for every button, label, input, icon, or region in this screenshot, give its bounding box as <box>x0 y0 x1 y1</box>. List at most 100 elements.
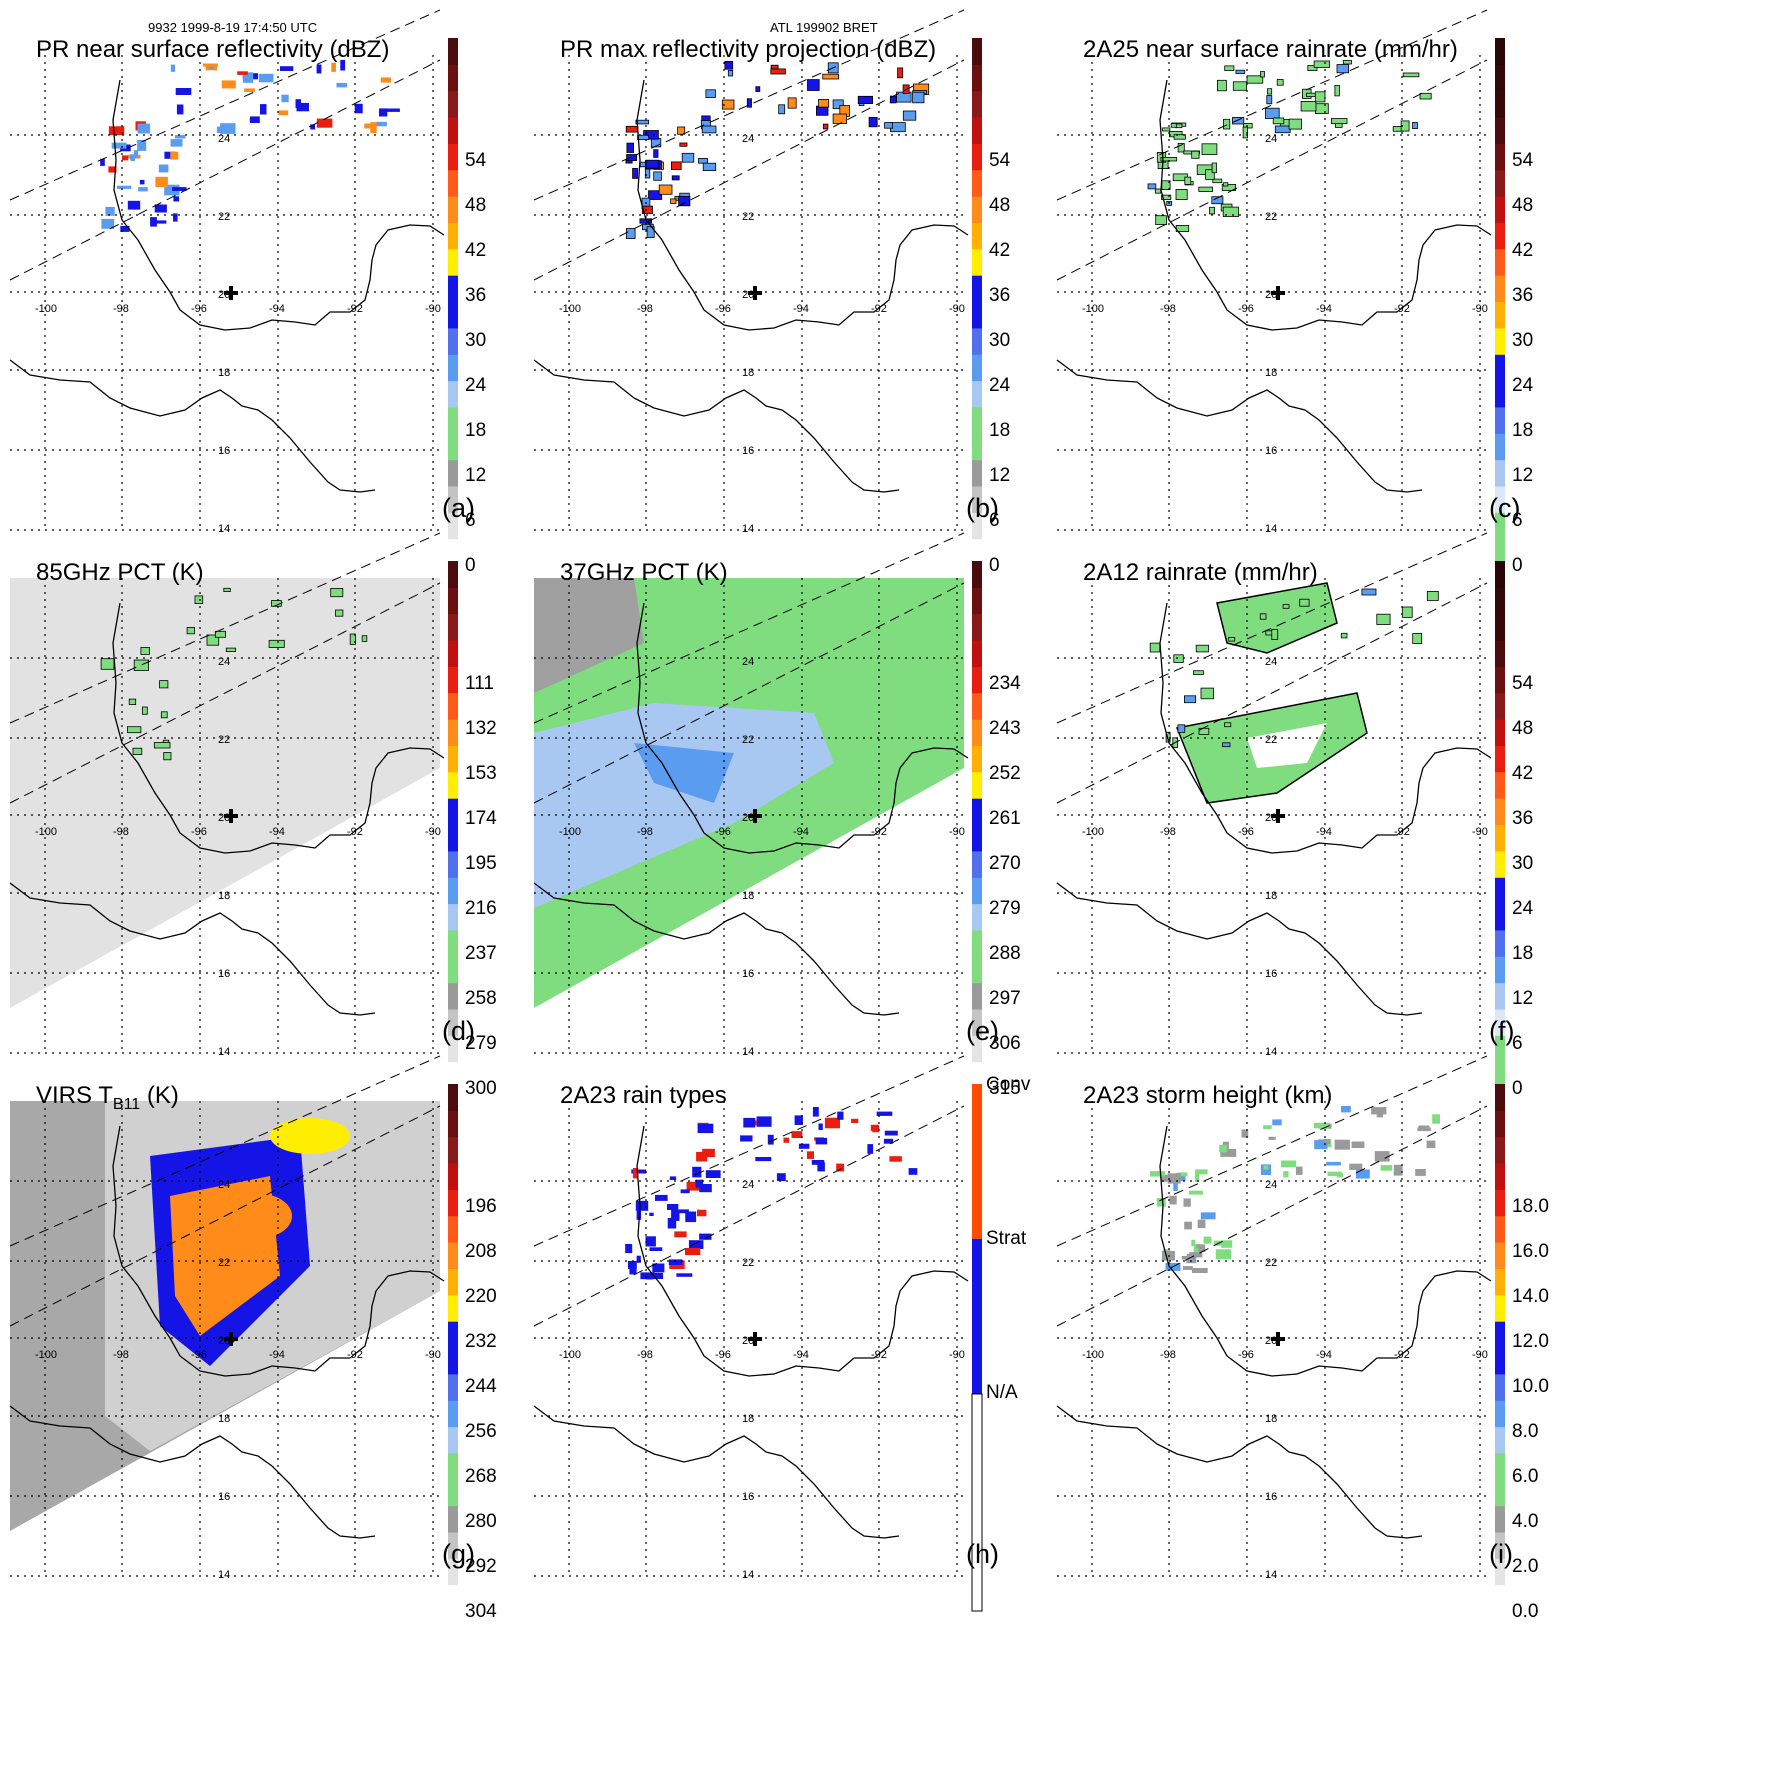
echo-cell <box>670 198 677 204</box>
scattering-core <box>634 743 734 803</box>
echo-cell <box>632 167 638 179</box>
colorbar-label: 36 <box>1512 285 1533 306</box>
echo-cell <box>1337 1173 1343 1178</box>
pr-swath-edge <box>1056 1105 1488 1327</box>
echo-cell <box>1336 64 1350 74</box>
colorbar-segment <box>972 903 982 931</box>
echo-cell <box>132 747 143 755</box>
latitude-label: 20 <box>742 289 754 301</box>
echo-cell <box>100 158 105 166</box>
storm-center-marker <box>224 809 238 823</box>
colorbar-segment <box>1495 1505 1505 1533</box>
colorbar-label: 306 <box>989 1033 1021 1054</box>
latitude-label: 22 <box>1265 734 1277 746</box>
echo-cell <box>705 89 716 98</box>
colorbar-segment <box>972 692 982 720</box>
echo-cell <box>867 1144 874 1154</box>
colorbar-label: 0 <box>1512 1078 1523 1099</box>
echo-cell <box>1307 65 1318 71</box>
echo-cell <box>1221 1240 1233 1248</box>
panel-title: 2A23 rain types <box>560 1082 727 1109</box>
echo-cell <box>636 1255 641 1263</box>
colorbar-label: 24 <box>989 375 1011 396</box>
echo-cell <box>851 1118 859 1123</box>
colorbar-segment <box>448 1136 458 1164</box>
latitude-label: 20 <box>218 289 230 301</box>
colorbar-segment <box>972 877 982 905</box>
echo-cell <box>1222 742 1231 748</box>
storm-center-marker <box>748 1332 762 1346</box>
echo-cell <box>1177 143 1185 153</box>
echo-cell <box>1200 687 1214 700</box>
echo-cell <box>1272 117 1285 125</box>
longitude-label: -100 <box>35 303 57 315</box>
echo-cell <box>631 1169 647 1174</box>
echo-cell <box>1191 1239 1196 1247</box>
echo-cell <box>1340 632 1348 639</box>
longitude-label: -94 <box>793 1349 809 1361</box>
colorbar-label: 24 <box>465 375 487 396</box>
echo-cell <box>625 1244 633 1254</box>
longitude-label: -90 <box>1472 1349 1488 1361</box>
echo-cell <box>1356 1169 1370 1179</box>
longitude-label: -94 <box>269 1349 285 1361</box>
colorbar-segment <box>448 1373 458 1401</box>
echo-cell <box>857 95 874 105</box>
colorbar-segment <box>1495 327 1505 355</box>
echo-cell <box>1175 123 1183 129</box>
cold-top-core <box>228 1194 292 1238</box>
colorbar-segment <box>1495 538 1505 566</box>
echo-cell <box>1412 633 1423 644</box>
colorbar-label: 42 <box>465 240 486 261</box>
longitude-label: -98 <box>637 1349 653 1361</box>
echo-cell <box>705 1170 721 1178</box>
panel-letter: (a) <box>442 493 475 523</box>
echo-cell <box>1417 1127 1431 1132</box>
storm-center-marker <box>1271 286 1285 300</box>
echo-cell <box>812 1107 819 1117</box>
colorbar-segment <box>1495 143 1505 171</box>
colorbar-segment <box>1495 1061 1505 1089</box>
no-rain-hole <box>1247 723 1327 768</box>
echo-cell <box>1246 75 1264 84</box>
colorbar-segment <box>448 1110 458 1138</box>
colorbar-segment <box>972 1008 982 1036</box>
echo-cell <box>817 1162 825 1172</box>
colorbar-segment <box>448 1400 458 1428</box>
echo-cell <box>884 1130 898 1136</box>
colorbar-label: 18 <box>465 420 486 441</box>
echo-cell <box>1212 178 1223 184</box>
colorbar-segment <box>1495 433 1505 461</box>
colorbar-segment <box>1495 38 1505 65</box>
echo-cell <box>652 1263 665 1273</box>
echo-cell <box>379 108 388 117</box>
latitude-label: 14 <box>218 523 230 535</box>
panel-a: -100 -98 -96 -94 -92 -90 24 22 20 18 16 14 0 6 12 18 24 3… <box>9 9 600 605</box>
latitude-label: 18 <box>742 367 754 379</box>
colorbar-segment <box>448 666 458 694</box>
longitude-label: -96 <box>1238 303 1254 315</box>
echo-cell <box>815 1137 828 1145</box>
colorbar-segment <box>1495 1035 1505 1063</box>
echo-cell <box>701 125 717 134</box>
colorbar-segment <box>972 143 982 171</box>
colorbar-segment <box>448 903 458 931</box>
echo-cell <box>268 639 285 648</box>
longitude-label: -100 <box>35 826 57 838</box>
echo-cell <box>680 1189 690 1194</box>
echo-cell <box>832 113 848 124</box>
colorbar-segment <box>972 459 982 487</box>
colorbar-segment <box>972 824 982 852</box>
echo-cell <box>1314 91 1326 103</box>
echo-cell <box>158 164 169 173</box>
colorbar-segment <box>448 354 458 382</box>
echo-cell <box>1313 1122 1330 1129</box>
pr-swath-edge <box>533 1055 965 1247</box>
panel-i-map: -100 -98 -96 -94 -92 -90 24 22 20 18 16 14 0.0 2.0 4.0… <box>1056 1055 1549 1622</box>
echo-cell <box>141 706 148 715</box>
colorbar-label: 12 <box>1512 465 1533 486</box>
echo-cell <box>1175 188 1188 200</box>
colorbar-label: 280 <box>465 1511 497 1532</box>
echo-cell <box>170 151 179 160</box>
echo-cell <box>216 126 230 133</box>
